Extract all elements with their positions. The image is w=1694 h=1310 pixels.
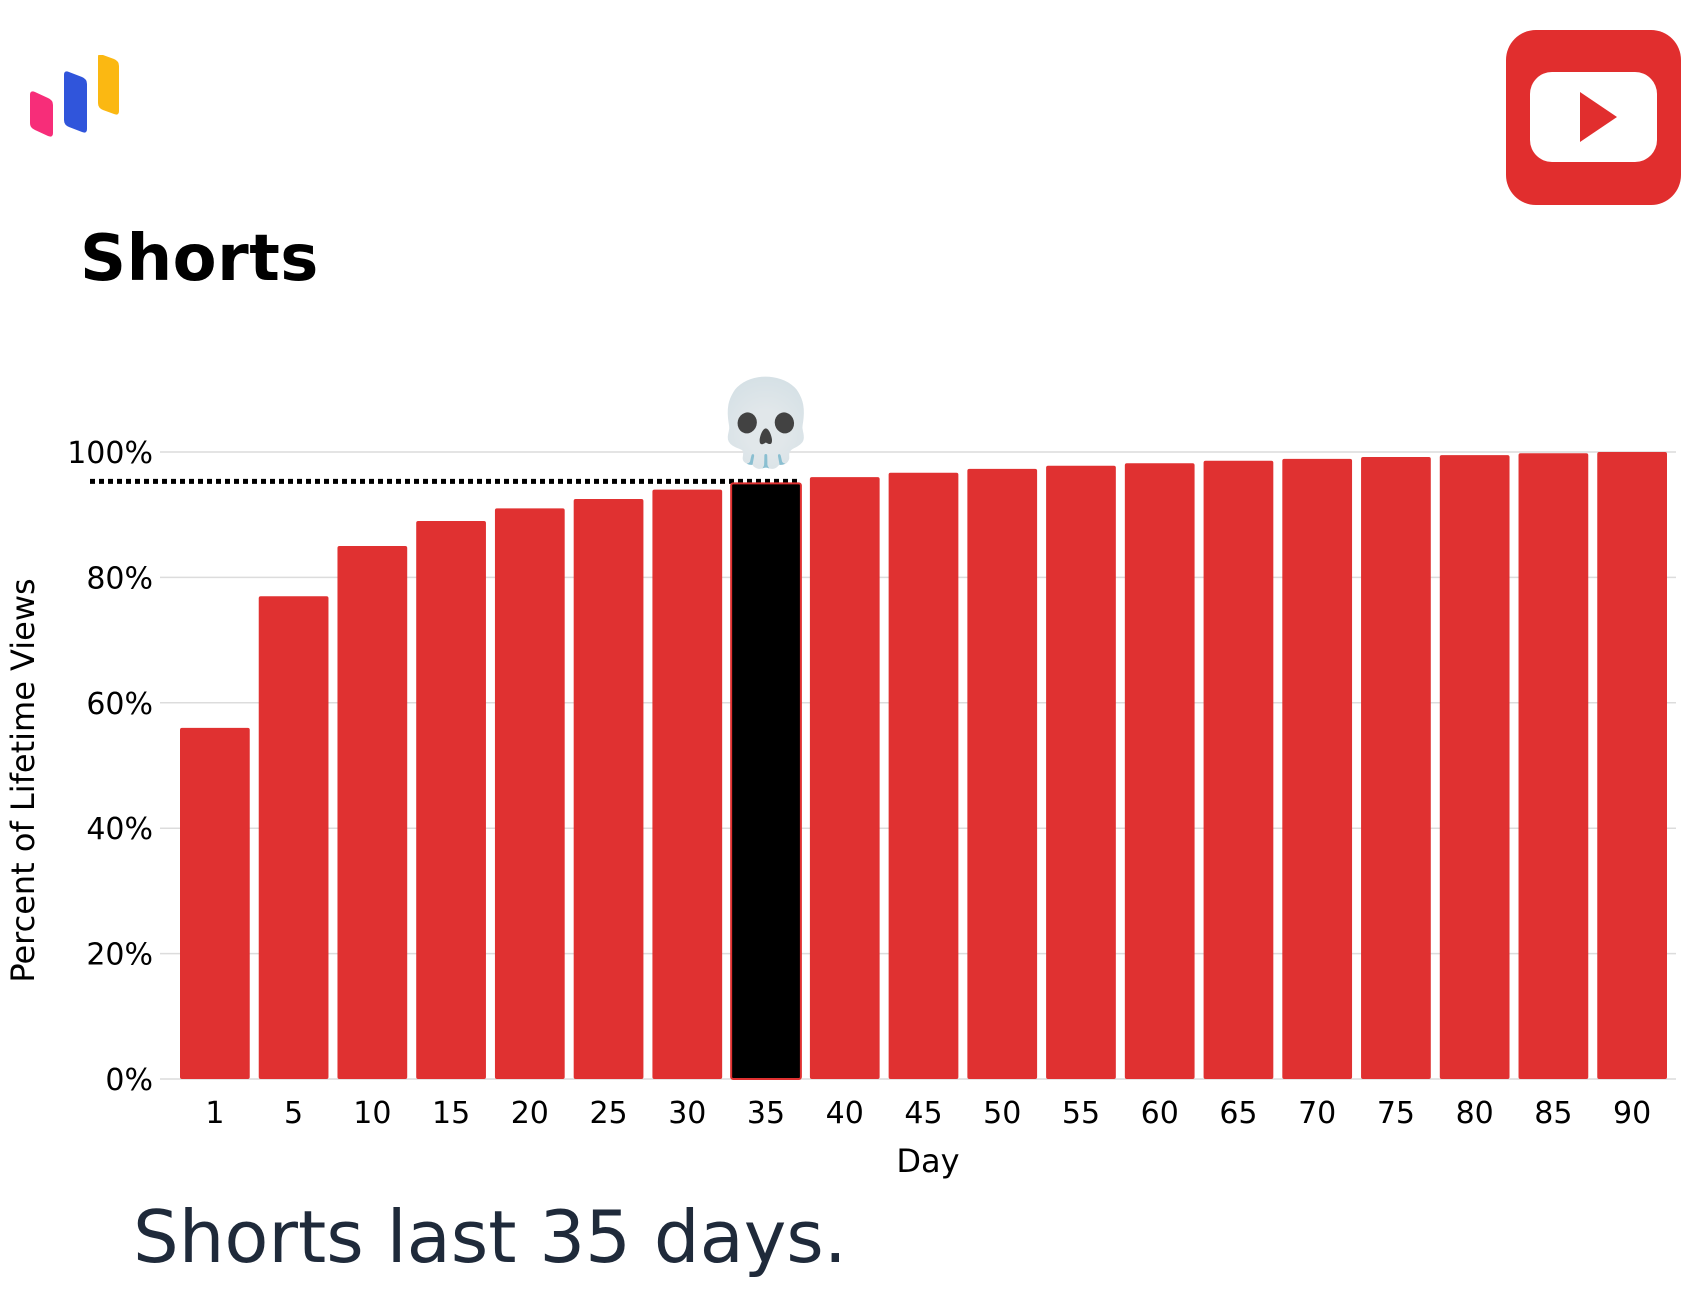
x-tick-label: 70 (1298, 1096, 1336, 1131)
bar-day-60 (1124, 463, 1195, 1079)
x-tick-label: 1 (205, 1096, 224, 1131)
bar-chart-logo-icon (30, 55, 119, 137)
bar-day-50 (967, 468, 1038, 1080)
x-tick-label: 25 (589, 1096, 627, 1131)
bar-day-90 (1597, 452, 1667, 1079)
y-axis-label: Percent of Lifetime Views (4, 578, 42, 982)
bar-day-40 (809, 477, 880, 1080)
x-tick-label: 80 (1456, 1096, 1494, 1131)
x-tick-labels: 1 5 10 15 20 25 30 35 40 45 50 55 60 65 70 75 80 85 90 (205, 1096, 1651, 1131)
x-tick-label: 55 (1062, 1096, 1100, 1131)
bar-day-35 (730, 482, 802, 1081)
skull-icon: 💀 (714, 373, 819, 471)
bar-day-15 (416, 520, 486, 1079)
x-tick-label: 40 (826, 1096, 864, 1131)
x-tick-label: 85 (1534, 1096, 1572, 1131)
bar-day-5 (258, 596, 329, 1079)
chart-title: Shorts (80, 222, 319, 296)
y-tick-label: 80% (86, 561, 153, 596)
y-tick-labels: 0% 20% 40% 60% 80% 100% (67, 436, 153, 1098)
x-tick-label: 15 (432, 1096, 470, 1131)
x-tick-label: 30 (668, 1096, 706, 1131)
x-tick-label: 20 (511, 1096, 549, 1131)
bar-day-10 (337, 546, 408, 1079)
youtube-play-icon[interactable] (1506, 30, 1681, 205)
bar-day-70 (1282, 458, 1353, 1080)
bar-day-55 (1046, 465, 1116, 1079)
y-tick-label: 40% (86, 812, 153, 847)
x-tick-label: 75 (1377, 1096, 1415, 1131)
bar-day-75 (1361, 457, 1431, 1079)
x-tick-label: 50 (983, 1096, 1021, 1131)
x-axis-label: Day (896, 1142, 959, 1180)
y-tick-label: 0% (105, 1063, 153, 1098)
bar-day-65 (1203, 460, 1274, 1079)
bar-day-85 (1518, 453, 1589, 1079)
bar-day-20 (494, 508, 565, 1079)
x-tick-label: 35 (747, 1096, 785, 1131)
x-tick-label: 10 (353, 1096, 391, 1131)
y-tick-label: 20% (86, 938, 153, 973)
bars (180, 452, 1667, 1081)
x-tick-label: 45 (904, 1096, 942, 1131)
x-tick-label: 60 (1141, 1096, 1179, 1131)
bar-day-25 (573, 499, 644, 1079)
y-tick-label: 60% (86, 687, 153, 722)
x-tick-label: 65 (1219, 1096, 1257, 1131)
x-tick-label: 90 (1613, 1096, 1651, 1131)
y-tick-label: 100% (67, 436, 153, 471)
bar-chart: 0%20%40%60%80%100% 1 5 10 15 20 25 30 35 40 45 50 5… (4, 373, 1676, 1180)
bar-day-1 (180, 727, 250, 1079)
x-tick-label: 5 (284, 1096, 303, 1131)
bar-day-80 (1439, 455, 1510, 1079)
bar-day-45 (888, 472, 959, 1079)
bar-day-30 (652, 489, 723, 1079)
caption-text: Shorts last 35 days. (133, 1195, 847, 1279)
